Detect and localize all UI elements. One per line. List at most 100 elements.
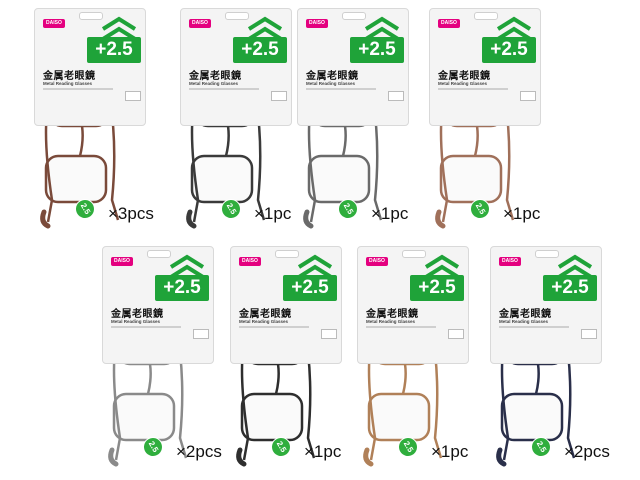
product-subtitle: Metal Reading Glasses xyxy=(499,319,549,324)
bridge xyxy=(401,363,407,395)
temple-tip-bottom xyxy=(496,447,507,467)
barcode-tag xyxy=(581,329,597,339)
brand-logo: DAISO xyxy=(306,19,328,28)
product-title: 金属老眼鏡 xyxy=(306,71,359,82)
product-title: 金属老眼鏡 xyxy=(239,309,292,320)
power-label: +2.5 xyxy=(283,275,337,301)
card-divider xyxy=(239,326,309,328)
bridge xyxy=(274,363,280,395)
power-label: +2.5 xyxy=(155,275,209,301)
product-subtitle: Metal Reading Glasses xyxy=(239,319,289,324)
product-item[interactable]: DAISO +2.5 金属老眼鏡 Metal Reading Glasses 2.5 ×1… xyxy=(345,238,505,478)
lens-lower xyxy=(190,154,254,204)
product-item[interactable]: DAISO +2.5 金属老眼鏡 Metal Reading Glasses 2.5 ×1… xyxy=(285,0,445,240)
hang-hole xyxy=(79,12,103,20)
chevron-up-icon xyxy=(364,16,400,41)
lens-lower xyxy=(439,154,503,204)
product-title: 金属老眼鏡 xyxy=(43,71,96,82)
brand-logo: DAISO xyxy=(366,257,388,266)
quantity-label: ×1pc xyxy=(254,204,292,223)
product-item[interactable]: DAISO +2.5 金属老眼鏡 Metal Reading Glasses 2.5 ×2… xyxy=(478,238,638,478)
card-divider xyxy=(499,326,569,328)
quantity-label: ×1pc xyxy=(304,442,342,461)
bridge xyxy=(473,125,479,157)
bridge xyxy=(224,125,230,157)
product-item[interactable]: DAISO +2.5 金属老眼鏡 Metal Reading Glasses 2.5 ×3… xyxy=(22,0,182,240)
hang-hole xyxy=(402,250,426,258)
brand-logo: DAISO xyxy=(111,257,133,266)
product-item[interactable]: DAISO +2.5 金属老眼鏡 Metal Reading Glasses 2.5 ×1… xyxy=(168,0,328,240)
barcode-tag xyxy=(388,91,404,101)
product-card: DAISO +2.5 金属老眼鏡 Metal Reading Glasses xyxy=(180,8,292,126)
barcode-tag xyxy=(193,329,209,339)
product-card: DAISO +2.5 金属老眼鏡 Metal Reading Glasses xyxy=(429,8,541,126)
bridge xyxy=(78,125,84,157)
chevron-up-icon xyxy=(496,16,532,41)
quantity-label: ×1pc xyxy=(371,204,409,223)
lens-lower xyxy=(307,154,371,204)
quantity-label: ×2pcs xyxy=(176,442,222,461)
brand-logo: DAISO xyxy=(189,19,211,28)
card-divider xyxy=(43,88,113,90)
product-subtitle: Metal Reading Glasses xyxy=(189,81,239,86)
power-label: +2.5 xyxy=(482,37,536,63)
hang-hole xyxy=(147,250,171,258)
card-divider xyxy=(306,88,376,90)
product-item[interactable]: DAISO +2.5 金属老眼鏡 Metal Reading Glasses 2.5 ×2… xyxy=(90,238,250,478)
lens-lower xyxy=(44,154,108,204)
quantity-label: ×1pc xyxy=(431,442,469,461)
product-card: DAISO +2.5 金属老眼鏡 Metal Reading Glasses xyxy=(357,246,469,364)
hang-hole xyxy=(474,12,498,20)
card-divider xyxy=(438,88,508,90)
chevron-up-icon xyxy=(247,16,283,41)
product-item[interactable]: DAISO +2.5 金属老眼鏡 Metal Reading Glasses 2.5 ×1… xyxy=(218,238,378,478)
hang-hole xyxy=(225,12,249,20)
lens-lower xyxy=(240,392,304,442)
quantity-label: ×2pcs xyxy=(564,442,610,461)
product-subtitle: Metal Reading Glasses xyxy=(306,81,356,86)
product-subtitle: Metal Reading Glasses xyxy=(438,81,488,86)
product-card: DAISO +2.5 金属老眼鏡 Metal Reading Glasses xyxy=(297,8,409,126)
quantity-label: ×1pc xyxy=(503,204,541,223)
barcode-tag xyxy=(448,329,464,339)
product-card: DAISO +2.5 金属老眼鏡 Metal Reading Glasses xyxy=(34,8,146,126)
chevron-up-icon xyxy=(424,254,460,279)
temple-tip-bottom xyxy=(186,209,197,229)
card-divider xyxy=(366,326,436,328)
hang-hole xyxy=(342,12,366,20)
product-title: 金属老眼鏡 xyxy=(189,71,242,82)
product-card: DAISO +2.5 金属老眼鏡 Metal Reading Glasses xyxy=(102,246,214,364)
chevron-up-icon xyxy=(101,16,137,41)
product-subtitle: Metal Reading Glasses xyxy=(43,81,93,86)
chevron-up-icon xyxy=(297,254,333,279)
quantity-label: ×3pcs xyxy=(108,204,154,223)
bridge xyxy=(341,125,347,157)
lens-lower xyxy=(500,392,564,442)
brand-logo: DAISO xyxy=(499,257,521,266)
product-title: 金属老眼鏡 xyxy=(111,309,164,320)
product-title: 金属老眼鏡 xyxy=(438,71,491,82)
lens-lower xyxy=(367,392,431,442)
barcode-tag xyxy=(520,91,536,101)
hang-hole xyxy=(535,250,559,258)
temple-tip-bottom xyxy=(236,447,247,467)
barcode-tag xyxy=(125,91,141,101)
barcode-tag xyxy=(321,329,337,339)
temple-tip-bottom xyxy=(108,447,119,467)
brand-logo: DAISO xyxy=(43,19,65,28)
card-divider xyxy=(111,326,181,328)
temple-tip-bottom xyxy=(303,209,314,229)
product-title: 金属老眼鏡 xyxy=(499,309,552,320)
power-label: +2.5 xyxy=(543,275,597,301)
power-label: +2.5 xyxy=(233,37,287,63)
product-item[interactable]: DAISO +2.5 金属老眼鏡 Metal Reading Glasses 2.5 ×1… xyxy=(417,0,577,240)
product-subtitle: Metal Reading Glasses xyxy=(366,319,416,324)
temple-tip-bottom xyxy=(435,209,446,229)
temple-tip-bottom xyxy=(40,209,51,229)
bridge xyxy=(146,363,152,395)
power-label: +2.5 xyxy=(350,37,404,63)
product-title: 金属老眼鏡 xyxy=(366,309,419,320)
bridge xyxy=(534,363,540,395)
lens-lower xyxy=(112,392,176,442)
brand-logo: DAISO xyxy=(438,19,460,28)
